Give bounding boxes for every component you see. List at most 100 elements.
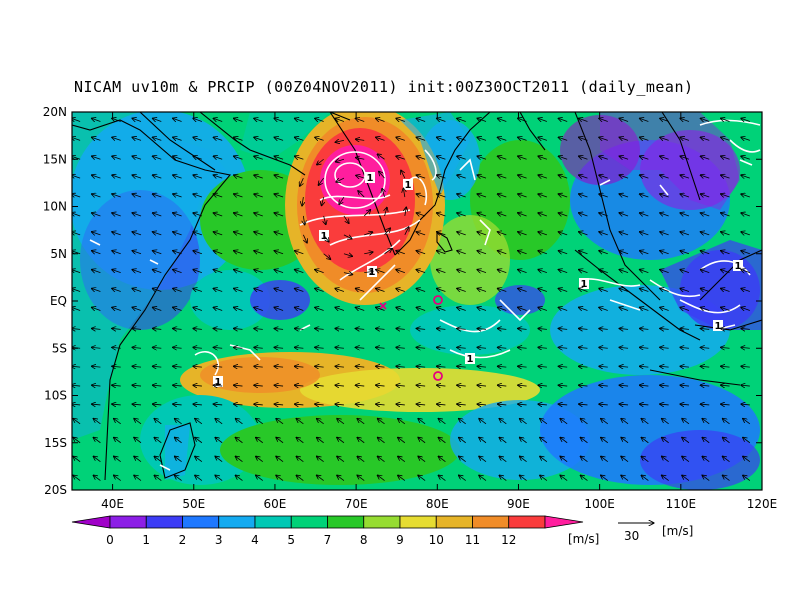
wind-vector [700,232,710,235]
wind-vector [396,270,405,273]
wind-vector [497,347,507,348]
wind-vector [639,175,649,178]
wind-vector [213,175,223,178]
wind-vector [741,307,750,310]
wind-vector [660,270,669,273]
wind-vector [112,232,121,235]
wind-vector [416,366,426,367]
wind-vector [72,156,81,159]
wind-vector [519,418,527,425]
wind-vector [619,175,629,178]
wind-vector [112,194,121,197]
wind-vector [680,137,690,140]
wind-vector [152,175,162,178]
wind-vector [93,456,101,462]
wind-vector [274,251,284,254]
wind-vector [72,270,81,273]
wind-vector [235,437,243,444]
wind-vector [459,475,466,481]
wind-vector [294,347,304,348]
wind-vector [457,213,466,216]
colorbar-box [363,515,401,529]
wind-vector [152,137,162,140]
wind-vector [398,418,406,425]
wind-vector [274,137,284,140]
wind-vector [661,418,669,425]
wind-vector [680,404,689,405]
colorbar-low-triangle [71,515,111,529]
wind-vector [72,288,81,291]
wind-vector [436,194,446,197]
wind-vector [477,175,487,178]
wind-vector [296,437,304,444]
wind-vector [193,307,203,310]
lat-tick-label: 10S [44,389,67,403]
wind-vector [254,137,263,140]
wind-vector [134,475,142,481]
wind-vector [722,475,730,481]
wind-vector [112,328,121,329]
wind-vector [335,140,345,142]
wind-vector [477,194,487,197]
wind-vector [174,475,182,481]
wind-vector [274,307,284,310]
wind-vector [213,270,223,273]
wind-vector [619,270,629,273]
wind-vector [91,328,101,329]
wind-vector [721,137,730,140]
wind-vector [377,154,385,160]
wind-vector [416,347,426,348]
wind-vector [540,418,548,425]
wind-vector [660,118,669,121]
wind-vector [639,270,649,273]
wind-vector [274,194,284,197]
wind-vector [436,232,446,235]
wind-vector [660,288,669,291]
contour-label: 1 [367,173,374,184]
wind-vector [377,456,385,462]
wind-vector [639,404,649,405]
contour-label: 1 [735,261,742,272]
wind-vector [213,194,223,197]
wind-vector [477,288,487,291]
wind-vector [621,437,629,444]
wind-vector [477,137,487,140]
colorbar-box [254,515,292,529]
contour-label: 1 [369,267,376,278]
wind-vector [621,456,629,462]
wind-vector [173,385,182,386]
wind-vector [497,385,507,386]
wind-vector [538,385,547,386]
wind-vector [91,118,101,121]
wind-vector [379,171,385,179]
wind-vector [132,270,142,273]
wind-vector [72,118,81,121]
wind-vector [560,418,568,425]
wind-vector [316,418,324,425]
wind-vector [538,213,548,216]
lat-tick-label: 5S [52,341,67,355]
wind-vector [599,385,608,386]
wind-vector [700,194,710,197]
wind-vector [436,347,446,348]
center-markers [379,295,443,381]
wind-vector [152,270,162,273]
contour-label-bg [365,172,375,183]
lon-tick-label: 100E [584,497,615,511]
wind-vector [294,385,304,386]
wind-vector [457,307,466,310]
wind-vector [274,347,284,348]
wind-vector [661,475,669,481]
wind-vector [479,475,487,481]
wind-vector [233,194,243,197]
wind-vector [91,156,101,159]
wind-vector [436,404,446,405]
wind-vector [152,307,162,310]
wind-vector [294,404,304,405]
wind-vector [436,118,446,121]
wind-vector [721,347,730,348]
wind-vector [256,437,264,444]
wind-vector [418,437,426,444]
wind-vector [73,475,81,481]
wind-vector [700,137,710,140]
